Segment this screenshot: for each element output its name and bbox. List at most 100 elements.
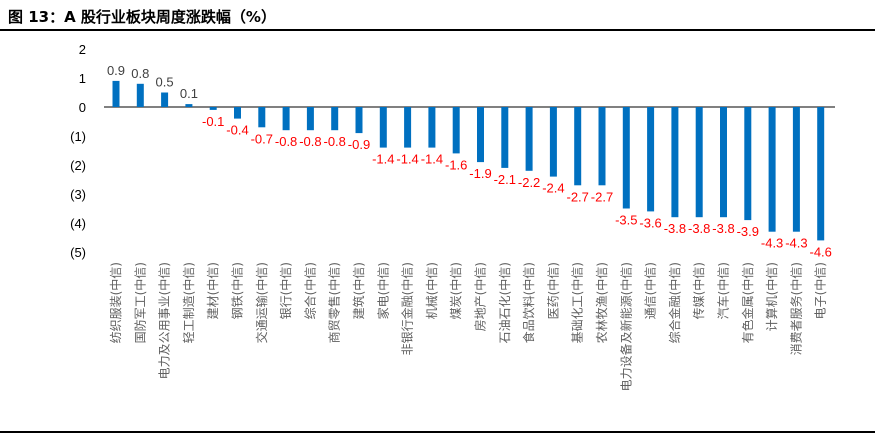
x-tick-label: 建材(中信) — [205, 262, 220, 319]
data-label: -4.3 — [785, 236, 807, 251]
bar — [234, 107, 241, 119]
data-label: -2.7 — [566, 189, 588, 204]
data-label: 0.8 — [131, 66, 149, 81]
y-tick-label: (4) — [70, 216, 86, 231]
x-tick-label: 电力及公用事业(中信) — [157, 262, 172, 379]
data-label: -3.8 — [712, 221, 734, 236]
x-tick-label: 家电(中信) — [375, 262, 390, 319]
data-label: -4.3 — [761, 236, 783, 251]
bar — [331, 107, 339, 131]
x-tick-label: 食品饮料(中信) — [521, 262, 536, 343]
data-label: -0.4 — [226, 123, 248, 138]
bar — [695, 107, 703, 218]
bar — [598, 107, 606, 186]
bar — [355, 107, 363, 134]
data-label: -2.4 — [542, 181, 564, 196]
y-tick-label: (1) — [70, 129, 86, 144]
x-tick-label: 消费者服务(中信) — [788, 262, 803, 355]
bar — [306, 107, 314, 131]
x-tick-label: 国防军工(中信) — [132, 262, 147, 343]
data-label: -0.9 — [348, 137, 370, 152]
x-tick-label: 基础化工(中信) — [570, 262, 585, 343]
data-label: -2.7 — [591, 189, 613, 204]
x-tick-label: 纺织服装(中信) — [108, 262, 123, 343]
data-label: -3.5 — [615, 213, 637, 228]
data-label: -1.6 — [445, 157, 467, 172]
x-tick-label: 建筑(中信) — [351, 262, 366, 319]
bar — [477, 107, 484, 163]
y-tick-label: (5) — [70, 245, 86, 260]
bar — [452, 107, 460, 154]
bar — [768, 107, 776, 232]
x-tick-label: 有色金属(中信) — [740, 262, 755, 343]
data-label: -3.8 — [688, 221, 710, 236]
x-tick-label: 医药(中信) — [545, 262, 560, 319]
x-tick-label: 农林牧渔(中信) — [594, 262, 609, 343]
y-tick-label: 2 — [79, 42, 86, 57]
data-label: -1.4 — [372, 152, 394, 167]
x-tick-label: 电力设备及新能源(中信) — [618, 262, 633, 391]
bar — [549, 107, 557, 177]
data-label: -2.1 — [494, 172, 516, 187]
data-label: -1.4 — [396, 152, 418, 167]
bar — [258, 107, 266, 128]
x-tick-label: 传媒(中信) — [691, 262, 706, 319]
data-label: -0.1 — [202, 114, 224, 129]
data-label: -3.6 — [639, 215, 661, 230]
x-tick-label: 电子(中信) — [813, 262, 828, 319]
y-tick-label: (2) — [70, 158, 86, 173]
bar — [744, 107, 752, 221]
bar — [136, 83, 144, 107]
bar — [817, 107, 825, 241]
x-tick-label: 汽车(中信) — [716, 262, 731, 319]
x-tick-label: 煤炭(中信) — [448, 262, 463, 319]
x-tick-label: 石油石化(中信) — [497, 262, 512, 343]
bar — [185, 104, 193, 107]
bar — [525, 107, 533, 171]
x-tick-label: 商贸零售(中信) — [327, 262, 342, 343]
data-label: -1.4 — [421, 152, 443, 167]
x-tick-label: 非银行金融(中信) — [400, 262, 415, 355]
x-tick-label: 房地产(中信) — [473, 262, 488, 331]
x-tick-label: 钢铁(中信) — [230, 262, 245, 319]
data-label: 0.5 — [156, 75, 174, 90]
bar — [161, 92, 169, 107]
bar — [792, 107, 800, 232]
top-rule — [0, 29, 875, 31]
data-label: -1.9 — [469, 166, 491, 181]
data-label: -3.8 — [664, 221, 686, 236]
chart-title: 图 13：A 股行业板块周度涨跌幅（%） — [8, 8, 276, 26]
data-label: -0.8 — [299, 134, 321, 149]
bar — [282, 107, 290, 131]
x-tick-label: 综合金融(中信) — [667, 262, 682, 343]
x-tick-label: 交通运输(中信) — [254, 262, 269, 343]
bar — [720, 107, 727, 218]
bar — [428, 107, 436, 148]
x-tick-label: 通信(中信) — [643, 262, 658, 319]
x-tick-label: 机械(中信) — [424, 262, 439, 319]
data-label: 0.9 — [107, 63, 125, 78]
x-tick-label: 计算机(中信) — [764, 262, 779, 331]
bar — [574, 107, 582, 186]
x-tick-label: 轻工制造(中信) — [181, 262, 196, 343]
bar — [501, 107, 509, 168]
data-label: -3.9 — [737, 224, 759, 239]
data-label: -0.8 — [275, 134, 297, 149]
bar — [379, 107, 387, 148]
bar — [112, 80, 120, 107]
data-label: -0.7 — [251, 131, 273, 146]
x-tick-label: 综合(中信) — [302, 262, 317, 319]
y-tick-label: 0 — [79, 100, 86, 115]
data-label: -0.8 — [323, 134, 345, 149]
y-tick-label: (3) — [70, 187, 86, 202]
data-label: 0.1 — [180, 86, 198, 101]
x-tick-label: 银行(中信) — [278, 262, 293, 319]
data-label: -4.6 — [809, 244, 831, 259]
bar — [671, 107, 679, 218]
data-label: -2.2 — [518, 175, 540, 190]
bar — [209, 107, 217, 110]
bar — [622, 107, 630, 209]
bottom-rule — [0, 431, 875, 433]
bar — [647, 107, 655, 212]
